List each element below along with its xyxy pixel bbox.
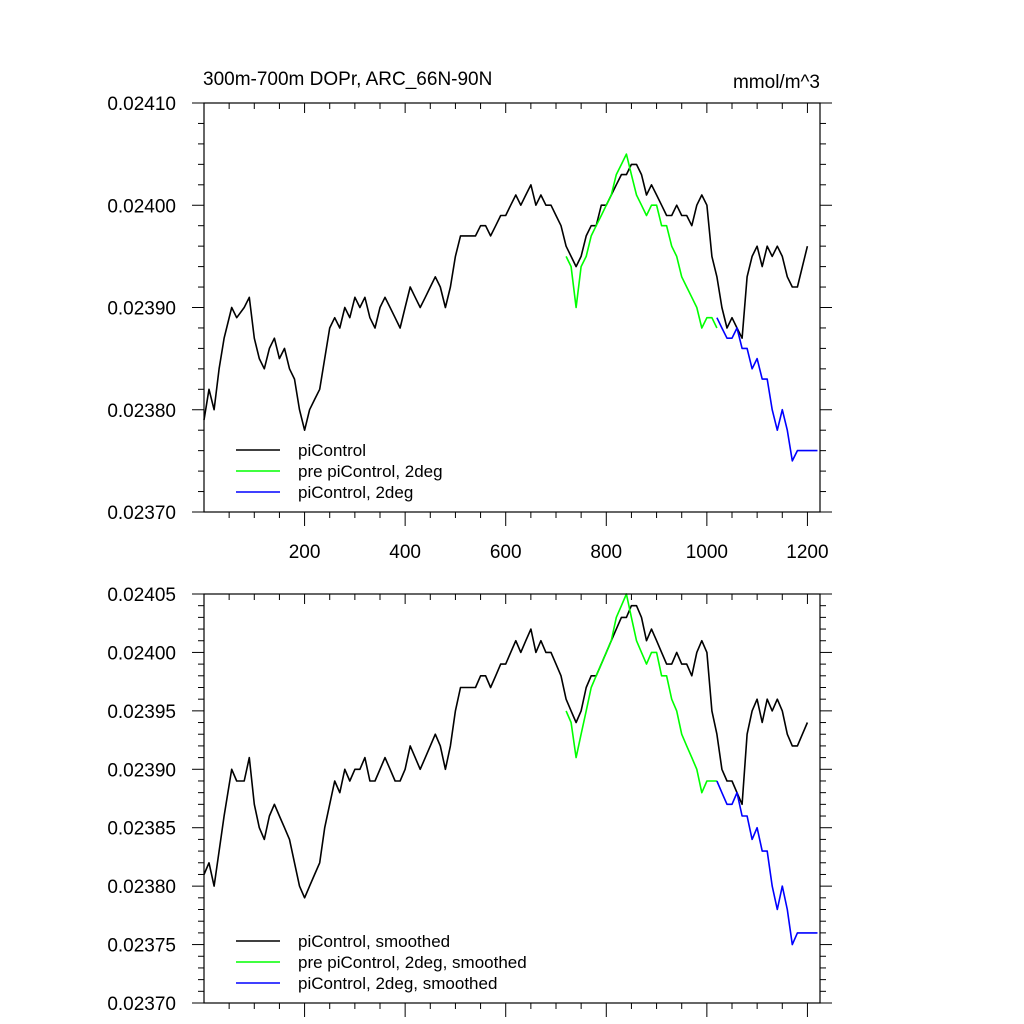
panel-1: 300m-700m DOPr, ARC_66N-90N mmol/m^3 0.0… — [107, 69, 832, 563]
x-tick-label: 1200 — [786, 542, 828, 563]
y-tick-label: 0.02380 — [107, 877, 176, 898]
series-line-picontrol-smoothed — [203, 604, 809, 899]
series-line-picontrol — [203, 163, 809, 432]
panel-2-frame — [203, 593, 821, 1004]
series-line-pre-picontrol-2deg — [565, 153, 718, 329]
x-tick-label: 1000 — [686, 542, 728, 563]
y-tick-label: 0.02405 — [107, 585, 176, 606]
panel-1-frame — [203, 102, 821, 513]
panel-1-series — [203, 153, 818, 462]
y-tick-label: 0.02385 — [107, 819, 176, 840]
series-line-picontrol-2deg-smoothed — [716, 780, 818, 946]
x-tick-label: 800 — [590, 542, 622, 563]
panel-1-units: mmol/m^3 — [733, 72, 820, 93]
panel-1-x-tick-labels: 200 400 600 800 1000 1200 — [289, 542, 829, 563]
series-line-picontrol-2deg — [716, 317, 818, 462]
legend-2-label-1: pre piControl, 2deg, smoothed — [298, 953, 527, 972]
y-tick-label: 0.02380 — [107, 401, 176, 422]
y-tick-label: 0.02370 — [107, 994, 176, 1015]
x-tick-label: 600 — [490, 542, 522, 563]
panel-2-series — [203, 593, 818, 946]
y-tick-label: 0.02395 — [107, 702, 176, 723]
x-tick-label: 200 — [289, 542, 321, 563]
panel-2-ticks — [192, 593, 832, 1017]
panel-2-legend: piControl, smoothed pre piControl, 2deg,… — [236, 932, 527, 993]
series-line-pre-picontrol-2deg-smoothed — [565, 593, 717, 794]
y-tick-label: 0.02375 — [107, 936, 176, 957]
panel-1-ticks — [192, 102, 832, 526]
y-tick-label: 0.02400 — [107, 196, 176, 217]
legend-2-label-2: piControl, 2deg, smoothed — [298, 974, 497, 993]
y-tick-label: 0.02390 — [107, 760, 176, 781]
legend-2-label-0: piControl, smoothed — [298, 932, 450, 951]
panel-1-y-tick-labels: 0.02370 0.02380 0.02390 0.02400 0.02410 — [107, 94, 176, 524]
x-tick-label: 400 — [389, 542, 421, 563]
y-tick-label: 0.02390 — [107, 299, 176, 320]
panel-2: 0.02370 0.02375 0.02380 0.02385 0.02390 0.023… — [107, 585, 832, 1017]
y-tick-label: 0.02400 — [107, 643, 176, 664]
panel-2-y-tick-labels: 0.02370 0.02375 0.02380 0.02385 0.02390 0.023… — [107, 585, 176, 1015]
y-tick-label: 0.02410 — [107, 94, 176, 115]
legend-1-label-0: piControl — [298, 441, 366, 460]
y-tick-label: 0.02370 — [107, 503, 176, 524]
legend-1-label-1: pre piControl, 2deg — [298, 462, 443, 481]
panel-1-title: 300m-700m DOPr, ARC_66N-90N — [203, 69, 492, 90]
legend-1-label-2: piControl, 2deg — [298, 483, 413, 502]
panel-1-legend: piControl pre piControl, 2deg piControl,… — [236, 441, 443, 502]
